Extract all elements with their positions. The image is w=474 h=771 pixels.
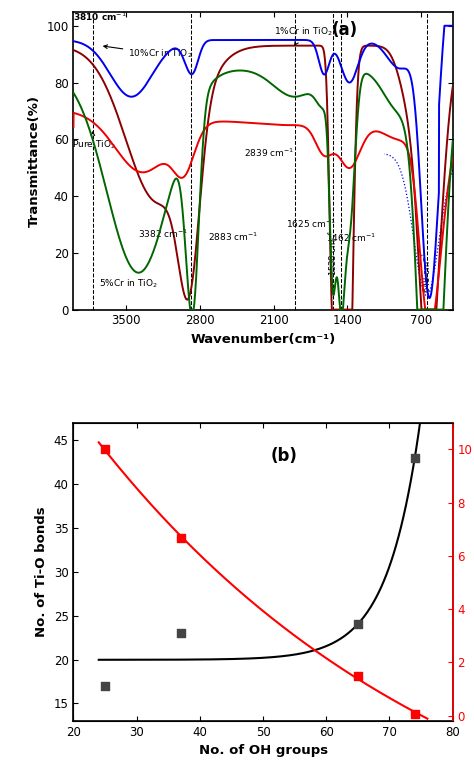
Point bbox=[411, 452, 419, 464]
Text: (a): (a) bbox=[331, 21, 357, 39]
Text: 2839 cm$^{-1}$: 2839 cm$^{-1}$ bbox=[244, 146, 294, 159]
Point bbox=[177, 532, 185, 544]
Point bbox=[354, 618, 362, 631]
Text: 1%Cr in TiO$_2$: 1%Cr in TiO$_2$ bbox=[273, 25, 332, 45]
Text: (b): (b) bbox=[271, 446, 298, 465]
Point bbox=[411, 708, 419, 720]
Text: 2883 cm$^{-1}$: 2883 cm$^{-1}$ bbox=[208, 230, 259, 243]
Y-axis label: Transmittance(%): Transmittance(%) bbox=[28, 95, 41, 227]
Point bbox=[101, 443, 109, 456]
Point bbox=[354, 669, 362, 682]
X-axis label: No. of OH groups: No. of OH groups bbox=[199, 744, 328, 757]
Y-axis label: No. of Ti-O bonds: No. of Ti-O bonds bbox=[35, 507, 48, 637]
Text: 3382 cm$^{-1}$: 3382 cm$^{-1}$ bbox=[138, 227, 188, 240]
Text: 10%Cr in TiO$_2$: 10%Cr in TiO$_2$ bbox=[104, 45, 193, 60]
Point bbox=[101, 680, 109, 692]
Text: Pure TiO$_2$: Pure TiO$_2$ bbox=[72, 132, 116, 151]
Point bbox=[177, 627, 185, 639]
Text: 1462 cm$^{-1}$: 1462 cm$^{-1}$ bbox=[327, 232, 377, 244]
Text: 648 cm$^{-1}$: 648 cm$^{-1}$ bbox=[420, 251, 433, 292]
Text: 5%Cr in TiO$_2$: 5%Cr in TiO$_2$ bbox=[99, 278, 158, 290]
Text: 1538 cm$^{-1}$: 1538 cm$^{-1}$ bbox=[327, 229, 339, 275]
Text: 3810 cm$^{-1}$: 3810 cm$^{-1}$ bbox=[73, 11, 127, 23]
X-axis label: Wavenumber(cm⁻¹): Wavenumber(cm⁻¹) bbox=[191, 333, 336, 346]
Text: 1625 cm$^{-1}$: 1625 cm$^{-1}$ bbox=[286, 217, 337, 230]
